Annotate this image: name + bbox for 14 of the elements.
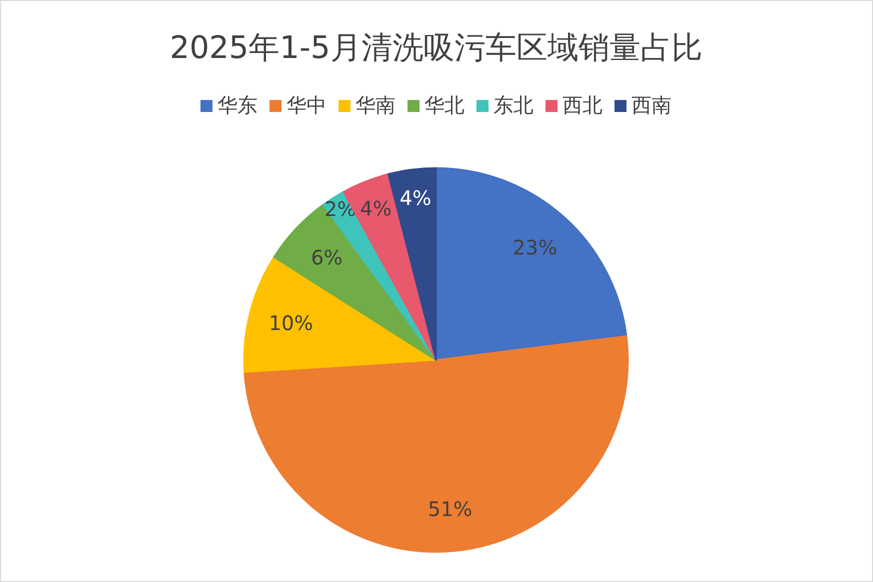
data-label: 51% (428, 497, 472, 522)
data-label: 4% (360, 196, 392, 220)
chart-title: 2025年1-5月清洗吸污车区域销量占比 (170, 30, 702, 66)
data-label: 10% (268, 310, 314, 335)
data-label: 4% (400, 186, 432, 210)
legend-label: 西南 (632, 93, 672, 117)
data-label: 23% (512, 236, 558, 260)
data-label: 6% (310, 245, 343, 270)
legend-label: 华北 (424, 93, 464, 117)
legend-label: 东北 (494, 93, 534, 117)
legend-label: 华东 (218, 93, 258, 117)
legend-label: 华中 (286, 93, 326, 117)
legend-label: 西北 (562, 93, 602, 117)
legend-label: 华南 (356, 93, 396, 117)
